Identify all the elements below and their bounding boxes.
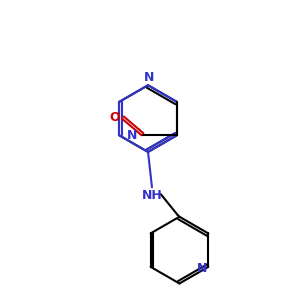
Text: O: O — [110, 111, 120, 124]
Text: NH: NH — [142, 189, 162, 202]
Text: N: N — [127, 129, 137, 142]
Text: N: N — [144, 71, 154, 84]
Text: N: N — [197, 262, 208, 275]
